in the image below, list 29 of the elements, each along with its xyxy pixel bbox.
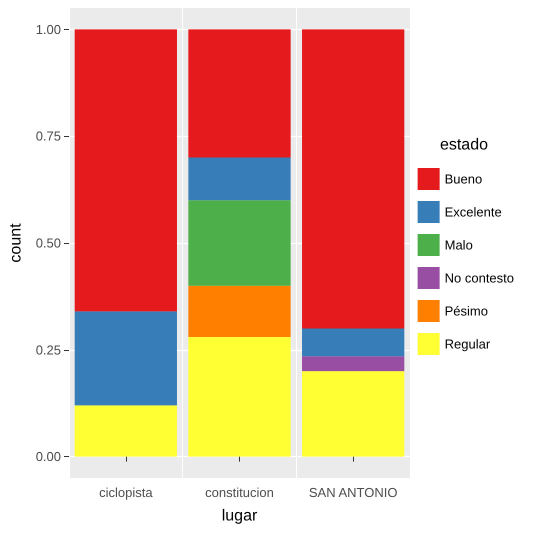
bar <box>188 158 291 200</box>
bar <box>74 405 177 457</box>
y-axis-title: count <box>8 222 24 263</box>
y-tick-label: 0.75 <box>36 128 61 144</box>
legend-label: Pésimo <box>444 304 488 318</box>
x-tick-label: constitucion <box>205 485 274 500</box>
bar <box>188 337 291 457</box>
y-tick-label: 0.00 <box>36 449 61 464</box>
x-axis-title: lugar <box>222 508 258 524</box>
bar <box>74 311 177 406</box>
y-tick-label: 0.50 <box>36 236 61 250</box>
bar <box>302 371 404 457</box>
legend-title: estado <box>440 136 488 154</box>
legend-label: Bueno <box>444 172 482 186</box>
legend-label: Regular <box>444 336 491 352</box>
bar <box>188 200 291 286</box>
bar <box>302 29 404 328</box>
y-tick-label: 1.00 <box>36 22 61 37</box>
legend-label: No contesto <box>444 270 514 286</box>
legend-label: Excelente <box>444 204 502 220</box>
y-tick-label: 0.25 <box>36 342 61 358</box>
x-tick-label: ciclopista <box>99 485 154 500</box>
x-tick-label: SAN ANTONIO <box>308 485 398 500</box>
legend-label: Malo <box>444 238 473 252</box>
bar <box>302 356 404 372</box>
bar <box>302 328 404 356</box>
bar <box>188 29 291 158</box>
bar <box>74 29 177 312</box>
bar <box>188 286 291 337</box>
